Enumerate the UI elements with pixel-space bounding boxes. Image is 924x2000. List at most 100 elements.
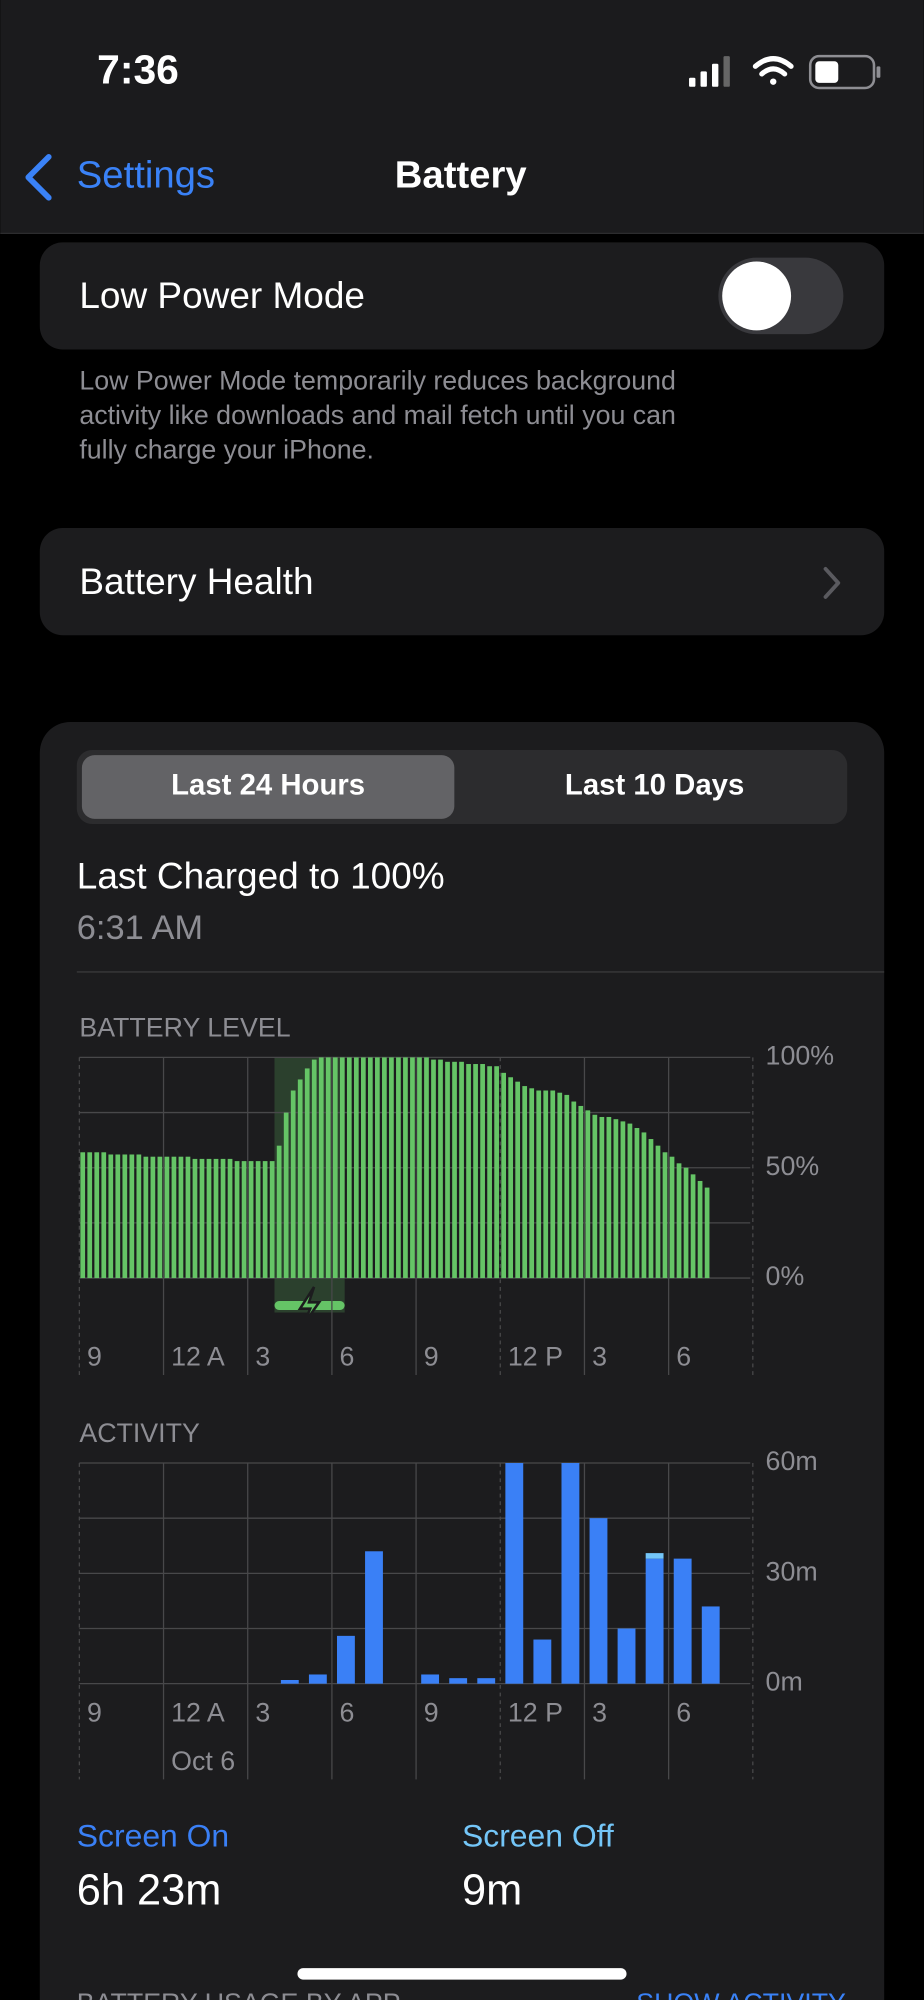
battery-bar bbox=[641, 1132, 647, 1279]
battery-bar bbox=[206, 1158, 212, 1279]
x-tick-label: 9 bbox=[424, 1341, 439, 1371]
battery-bar bbox=[143, 1156, 149, 1279]
battery-bar bbox=[550, 1090, 556, 1279]
battery-bar bbox=[234, 1161, 240, 1279]
battery-bar bbox=[297, 1079, 303, 1279]
battery-bar bbox=[417, 1057, 422, 1279]
activity-bar bbox=[645, 1558, 664, 1684]
footnote-line: activity like downloads and mail fetch u… bbox=[79, 400, 676, 430]
footnote-line: Low Power Mode temporarily reduces backg… bbox=[79, 366, 676, 396]
activity-bar bbox=[280, 1679, 299, 1684]
x-tick-label: 3 bbox=[592, 1341, 607, 1371]
battery-bar bbox=[199, 1158, 205, 1279]
low-power-card bbox=[39, 242, 885, 350]
battery-bar bbox=[676, 1163, 682, 1279]
activity-bar bbox=[505, 1463, 524, 1684]
battery-bar bbox=[276, 1145, 282, 1279]
battery-bar bbox=[585, 1110, 591, 1279]
low-power-label: Low Power Mode bbox=[79, 275, 365, 316]
battery-bar bbox=[557, 1092, 563, 1279]
activity-bar bbox=[308, 1674, 327, 1684]
signal-icon bbox=[689, 56, 730, 87]
toggle-knob[interactable] bbox=[722, 261, 792, 331]
battery-bar bbox=[192, 1158, 198, 1279]
battery-bar bbox=[480, 1064, 485, 1279]
battery-bar bbox=[494, 1066, 499, 1279]
last-charged-time: 6:31 AM bbox=[77, 909, 203, 947]
x-tick-label: 6 bbox=[676, 1341, 691, 1371]
segment-option[interactable]: Last 24 Hours bbox=[171, 769, 365, 802]
battery-bar bbox=[213, 1158, 219, 1279]
battery-bar bbox=[318, 1057, 324, 1279]
battery-bar bbox=[662, 1152, 668, 1279]
battery-bar bbox=[283, 1112, 289, 1279]
y-tick-label: 0% bbox=[766, 1261, 805, 1291]
battery-bar bbox=[620, 1121, 626, 1279]
battery-bar bbox=[599, 1116, 605, 1279]
battery-bar bbox=[255, 1161, 261, 1279]
status-time: 7:36 bbox=[97, 46, 179, 92]
wifi-icon bbox=[752, 56, 794, 85]
battery-bar bbox=[332, 1057, 338, 1279]
battery-bar bbox=[262, 1161, 268, 1279]
chart-title: BATTERY LEVEL bbox=[79, 1012, 290, 1042]
activity-bar bbox=[421, 1674, 440, 1684]
battery-bar bbox=[571, 1101, 577, 1279]
segment-option[interactable]: Last 10 Days bbox=[565, 769, 744, 802]
battery-bar bbox=[613, 1119, 619, 1279]
battery-bar bbox=[108, 1154, 114, 1279]
battery-bar bbox=[438, 1059, 443, 1279]
battery-bar bbox=[136, 1154, 142, 1279]
x-tick-label: 3 bbox=[255, 1697, 270, 1727]
battery-bar bbox=[445, 1061, 450, 1279]
battery-bar bbox=[360, 1057, 366, 1279]
activity-bar bbox=[589, 1518, 608, 1684]
activity-bar bbox=[645, 1553, 664, 1559]
x-tick-label: 9 bbox=[87, 1697, 102, 1727]
battery-icon bbox=[808, 54, 881, 90]
x-tick-label: 6 bbox=[340, 1697, 355, 1727]
battery-bar bbox=[375, 1057, 380, 1279]
battery-health-row[interactable] bbox=[39, 528, 885, 636]
x-tick-label: 12 P bbox=[508, 1341, 563, 1371]
battery-bar bbox=[648, 1139, 654, 1279]
x-tick-label: 6 bbox=[676, 1697, 691, 1727]
battery-bar bbox=[346, 1057, 352, 1279]
activity-bar bbox=[561, 1463, 580, 1684]
legend-total: 6h 23m bbox=[77, 1866, 222, 1914]
activity-bar bbox=[337, 1635, 355, 1684]
battery-bar bbox=[241, 1161, 247, 1279]
show-activity[interactable]: SHOW ACTIVITY bbox=[636, 1988, 846, 2000]
y-tick-label: 100% bbox=[766, 1040, 834, 1070]
back-button[interactable]: Settings bbox=[77, 153, 215, 196]
battery-bar bbox=[410, 1057, 415, 1279]
activity-bar bbox=[533, 1639, 552, 1684]
battery-bar bbox=[487, 1066, 492, 1279]
battery-health-label[interactable]: Battery Health bbox=[79, 561, 313, 602]
battery-bar bbox=[80, 1152, 86, 1279]
x-tick-label: 3 bbox=[255, 1341, 270, 1371]
battery-bar bbox=[627, 1123, 633, 1279]
battery-bar bbox=[669, 1156, 675, 1279]
battery-bar bbox=[122, 1154, 128, 1279]
battery-bar bbox=[220, 1158, 226, 1279]
legend-label: Screen Off bbox=[462, 1817, 614, 1853]
battery-bar bbox=[536, 1090, 542, 1279]
battery-bar bbox=[367, 1057, 373, 1279]
battery-bar bbox=[529, 1088, 535, 1279]
activity-bar bbox=[673, 1558, 692, 1684]
back-chevron[interactable] bbox=[25, 154, 52, 201]
charging-bolt bbox=[297, 1286, 322, 1325]
y-tick-label: 30m bbox=[766, 1556, 818, 1586]
battery-bar bbox=[543, 1090, 549, 1279]
battery-bar bbox=[101, 1152, 107, 1279]
section-title: BATTERY USAGE BY APP bbox=[77, 1988, 401, 2000]
y-tick-label: 50% bbox=[766, 1151, 820, 1181]
battery-bar bbox=[424, 1057, 429, 1279]
last-charged-title: Last Charged to 100% bbox=[77, 856, 445, 897]
battery-bar bbox=[164, 1156, 170, 1279]
low-power-toggle[interactable] bbox=[718, 257, 844, 335]
y-tick-label: 0m bbox=[766, 1667, 803, 1697]
battery-bar bbox=[227, 1158, 233, 1279]
